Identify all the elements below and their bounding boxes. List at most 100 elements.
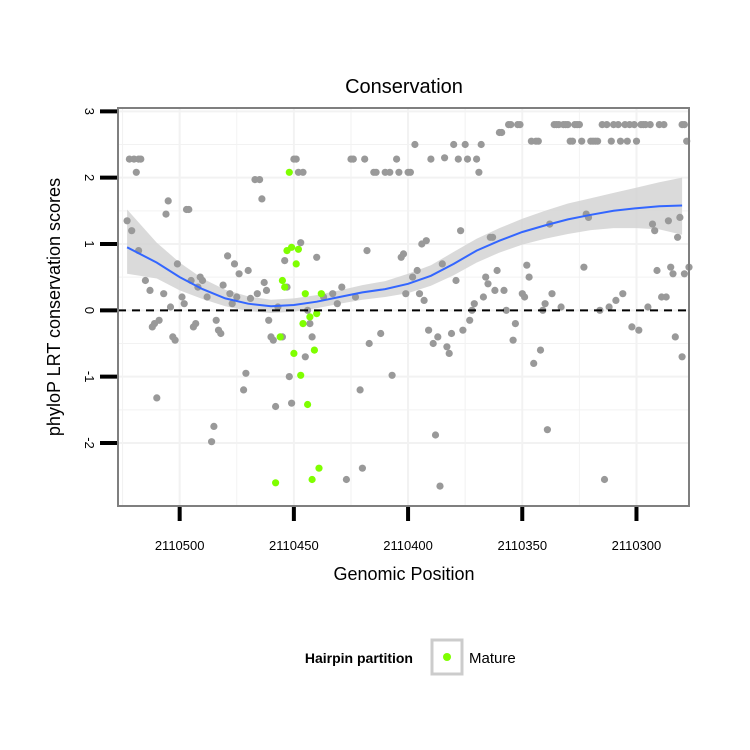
other-point xyxy=(244,266,252,275)
other-point xyxy=(338,283,346,291)
other-point xyxy=(536,346,545,354)
other-point xyxy=(132,168,140,176)
mature-point xyxy=(301,290,309,298)
other-point xyxy=(470,300,478,308)
other-point xyxy=(265,316,273,324)
mature-point xyxy=(278,276,286,285)
other-point xyxy=(210,422,218,430)
other-point xyxy=(475,168,483,176)
other-point xyxy=(541,300,549,308)
other-point xyxy=(342,475,350,484)
other-point xyxy=(600,475,609,484)
other-point xyxy=(463,155,472,163)
other-point xyxy=(233,293,241,301)
other-point xyxy=(594,137,602,145)
other-point xyxy=(568,137,577,145)
other-point xyxy=(473,155,481,163)
other-point xyxy=(356,386,364,394)
other-point xyxy=(502,306,510,314)
other-point xyxy=(128,227,136,235)
other-point xyxy=(479,293,487,301)
other-point xyxy=(372,168,380,176)
x-axis-label: Genomic Position xyxy=(333,564,474,584)
other-point xyxy=(155,316,163,324)
other-point xyxy=(388,371,396,379)
other-point xyxy=(678,121,686,129)
other-point xyxy=(605,303,613,311)
other-point xyxy=(603,121,611,129)
other-point xyxy=(648,220,657,228)
other-point xyxy=(441,154,449,162)
other-point xyxy=(349,155,357,163)
other-point xyxy=(580,263,588,271)
other-point xyxy=(185,205,193,214)
other-point xyxy=(635,326,643,334)
other-point xyxy=(351,293,360,301)
other-point xyxy=(262,286,271,294)
other-point xyxy=(630,121,638,129)
other-point xyxy=(644,303,652,311)
other-point xyxy=(406,168,414,176)
other-point xyxy=(459,326,467,334)
other-point xyxy=(246,294,255,302)
x-tick-label: 2110450 xyxy=(269,538,319,553)
legend-key-mature-dot xyxy=(443,653,451,661)
other-point xyxy=(521,293,529,301)
y-tick-label: 3 xyxy=(82,108,97,115)
other-point xyxy=(669,270,677,278)
other-point xyxy=(564,121,572,129)
other-point xyxy=(612,296,620,304)
x-axis: 2110500 2110450 2110400 2110350 2110300 xyxy=(155,507,661,553)
mature-point xyxy=(290,349,298,357)
other-point xyxy=(166,303,175,311)
other-point xyxy=(429,339,437,348)
other-point xyxy=(361,155,369,163)
other-point xyxy=(484,280,492,288)
points-group xyxy=(123,121,693,490)
other-point xyxy=(292,155,300,163)
other-point xyxy=(146,286,154,294)
other-point xyxy=(219,281,227,289)
mature-point xyxy=(272,479,280,487)
other-point xyxy=(477,140,485,149)
other-point xyxy=(235,270,243,278)
other-point xyxy=(493,266,501,275)
other-point xyxy=(616,137,625,145)
other-point xyxy=(313,253,321,261)
plot-panel xyxy=(117,107,693,507)
other-point xyxy=(543,426,552,434)
other-point xyxy=(399,250,408,258)
other-point xyxy=(662,293,670,301)
other-point xyxy=(402,290,410,298)
mature-point xyxy=(294,245,302,253)
mature-point xyxy=(317,290,325,298)
legend-title: Hairpin partition xyxy=(305,650,413,666)
other-point xyxy=(575,121,584,129)
other-point xyxy=(509,336,517,344)
other-point xyxy=(415,290,424,298)
other-point xyxy=(301,353,309,361)
other-point xyxy=(431,431,440,439)
other-point xyxy=(137,155,145,163)
other-point xyxy=(422,237,430,245)
other-point xyxy=(676,213,684,221)
other-point xyxy=(260,278,268,287)
y-tick-label: 0 xyxy=(82,307,97,314)
other-point xyxy=(386,168,394,176)
other-point xyxy=(413,266,421,275)
other-point xyxy=(258,195,266,203)
other-point xyxy=(511,320,519,328)
other-point xyxy=(653,266,661,275)
other-point xyxy=(443,343,451,351)
other-point xyxy=(651,227,659,235)
other-point xyxy=(123,217,131,225)
confidence-ribbon-group xyxy=(127,177,683,313)
other-point xyxy=(678,353,686,361)
other-point xyxy=(660,121,668,129)
other-point xyxy=(623,137,631,145)
other-point xyxy=(203,293,211,301)
other-point xyxy=(489,233,497,241)
other-point xyxy=(628,323,636,331)
mature-point xyxy=(297,371,305,379)
